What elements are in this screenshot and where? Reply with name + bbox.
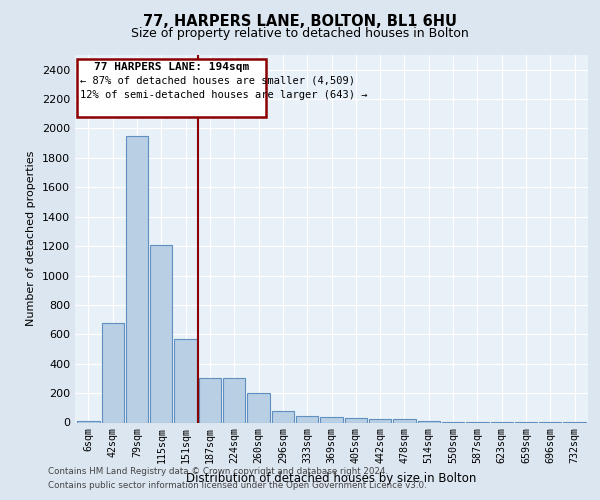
Bar [175,338,197,422]
Text: 12% of semi-detached houses are larger (643) →: 12% of semi-detached houses are larger (… [80,90,368,101]
Bar [150,244,172,422]
Bar [247,393,270,422]
Y-axis label: Number of detached properties: Number of detached properties [26,151,37,326]
Bar [199,378,221,422]
Bar [296,416,319,422]
Bar [77,421,100,422]
Bar [344,418,367,422]
Bar [272,412,294,422]
Text: 77, HARPERS LANE, BOLTON, BL1 6HU: 77, HARPERS LANE, BOLTON, BL1 6HU [143,14,457,29]
Text: Size of property relative to detached houses in Bolton: Size of property relative to detached ho… [131,28,469,40]
Bar [223,378,245,422]
Bar [418,420,440,422]
Bar [101,322,124,422]
Bar [126,136,148,422]
Text: Contains public sector information licensed under the Open Government Licence v3: Contains public sector information licen… [48,481,427,490]
Text: 77 HARPERS LANE: 194sqm: 77 HARPERS LANE: 194sqm [94,62,249,72]
Text: ← 87% of detached houses are smaller (4,509): ← 87% of detached houses are smaller (4,… [80,76,355,86]
Text: Contains HM Land Registry data © Crown copyright and database right 2024.: Contains HM Land Registry data © Crown c… [48,467,388,476]
Bar [77,60,266,116]
Bar [320,417,343,422]
Bar [369,419,391,422]
Bar [393,420,416,422]
X-axis label: Distribution of detached houses by size in Bolton: Distribution of detached houses by size … [187,472,476,484]
